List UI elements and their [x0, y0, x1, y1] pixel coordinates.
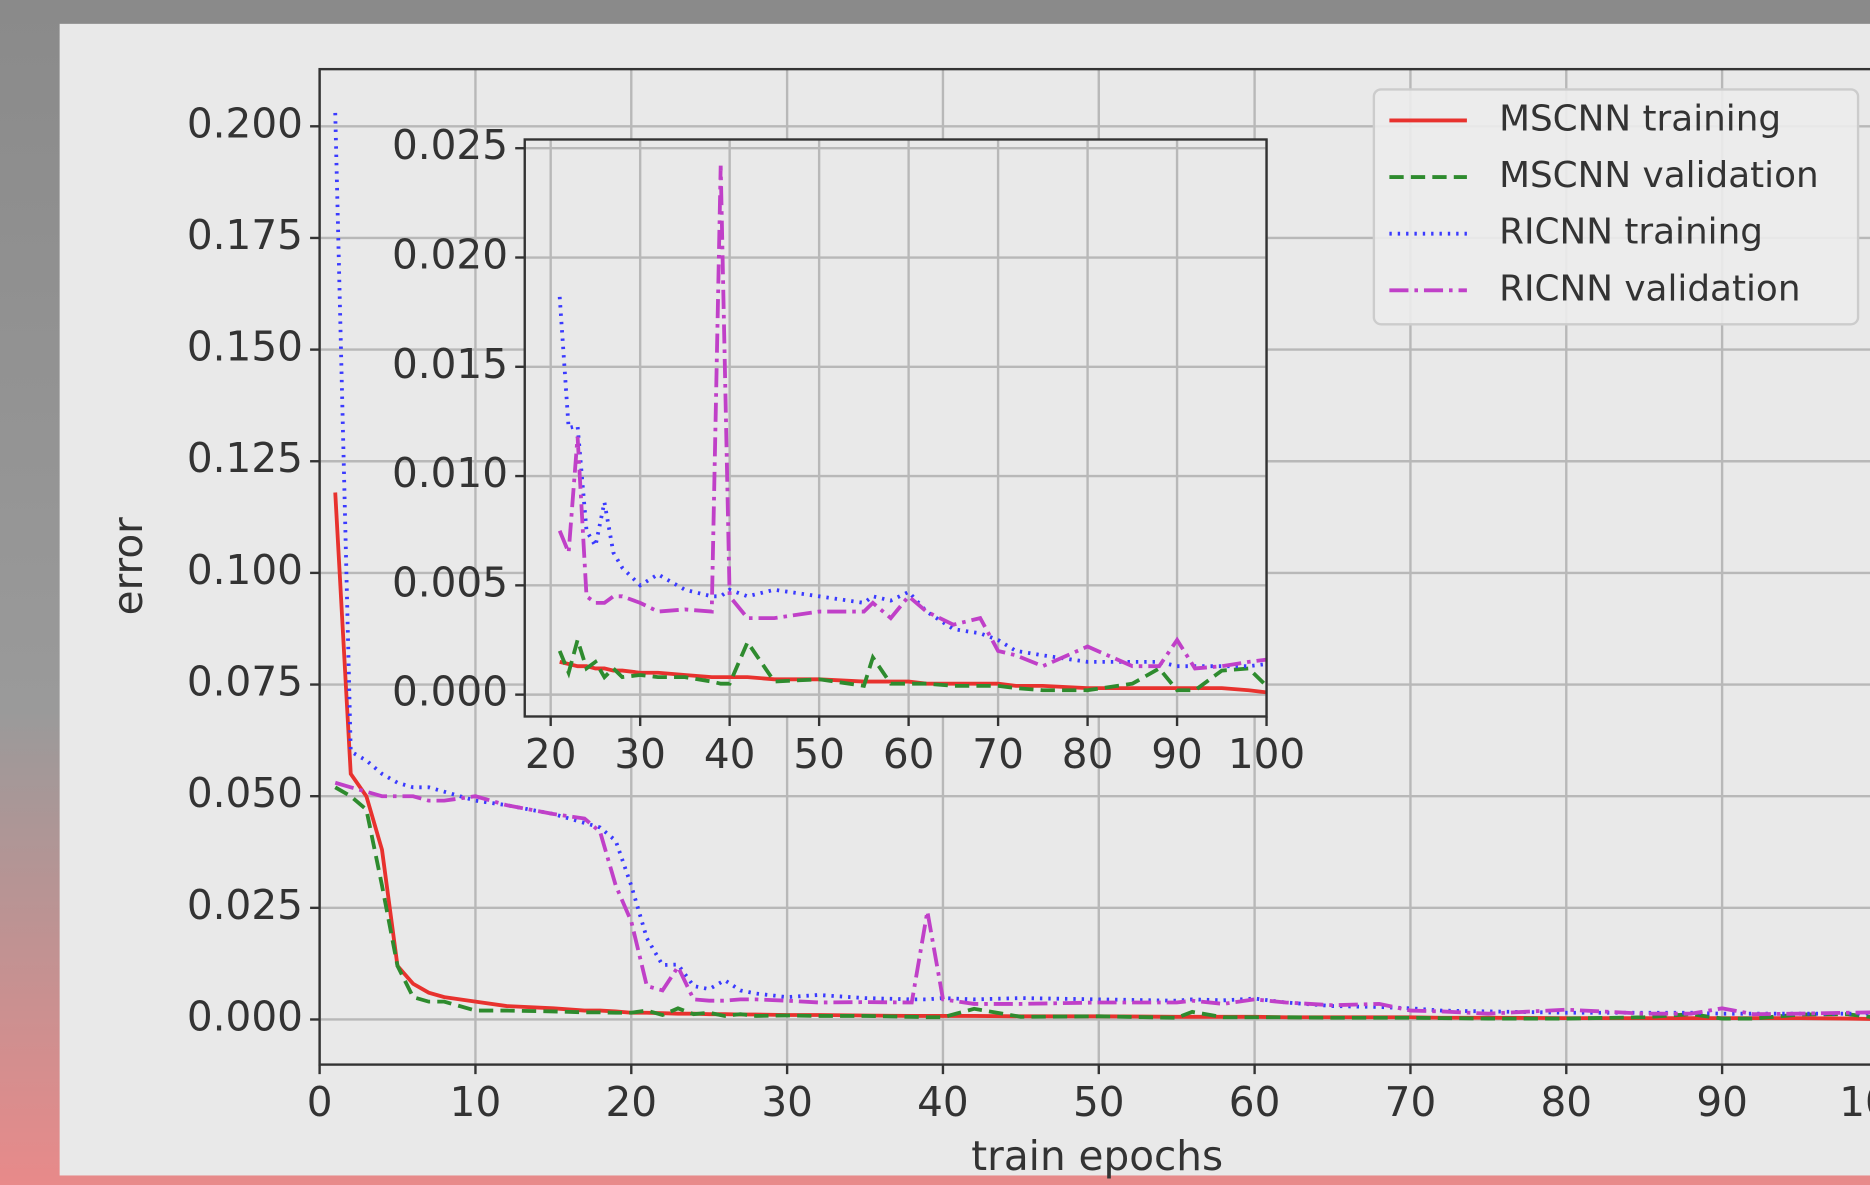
y-axis-label: error — [104, 517, 152, 615]
y-tick-label: 0.025 — [392, 121, 508, 169]
x-tick-label: 50 — [1073, 1078, 1125, 1126]
series-line — [333, 112, 1870, 1016]
y-tick-label: 0.050 — [187, 769, 303, 817]
x-tick-label: 80 — [1540, 1078, 1592, 1126]
legend-label: MSCNN validation — [1499, 155, 1819, 196]
series-line — [334, 780, 1870, 1017]
x-tick-label: 60 — [883, 730, 935, 778]
axes-frame — [523, 138, 1268, 718]
y-tick-label: 0.075 — [187, 658, 303, 706]
legend-label: RICNN training — [1499, 212, 1763, 253]
y-tick-label: 0.000 — [187, 992, 303, 1040]
series-line — [334, 785, 1870, 1021]
series-line — [557, 633, 1267, 693]
y-tick-label: 0.175 — [187, 211, 303, 259]
y-tick-label: 0.125 — [187, 434, 303, 482]
x-tick-label: 50 — [793, 730, 845, 778]
x-tick-label: 20 — [525, 730, 577, 778]
x-tick-label: 30 — [614, 730, 666, 778]
y-tick-label: 0.010 — [392, 449, 508, 497]
y-tick-label: 0.200 — [187, 99, 303, 147]
series-line — [557, 165, 1267, 671]
y-tick-label: 0.020 — [392, 231, 508, 279]
x-tick-label: 90 — [1696, 1078, 1748, 1126]
x-tick-label: 30 — [761, 1078, 813, 1126]
plot-area — [524, 139, 1267, 717]
y-tick-label: 0.005 — [392, 558, 508, 606]
legend: MSCNN training MSCNN validation RICNN trai… — [1372, 88, 1860, 326]
legend-label: MSCNN training — [1499, 98, 1781, 139]
x-tick-label: 40 — [917, 1078, 969, 1126]
y-tick-label: 0.025 — [187, 881, 303, 929]
x-tick-label: 90 — [1151, 730, 1203, 778]
legend-label: RICNN validation — [1499, 268, 1800, 309]
x-tick-label: 60 — [1229, 1078, 1281, 1126]
x-tick-label: 100 — [1228, 730, 1305, 778]
legend-box — [1372, 88, 1860, 326]
x-tick-label: 0 — [307, 1078, 333, 1126]
x-tick-label: 70 — [1385, 1078, 1437, 1126]
x-tick-label: 20 — [605, 1078, 657, 1126]
x-tick-label: 100 — [1839, 1078, 1870, 1126]
x-tick-label: 80 — [1062, 730, 1114, 778]
x-tick-label: 10 — [450, 1078, 502, 1126]
series-line — [557, 296, 1267, 669]
x-axis-label: train epochs — [971, 1132, 1223, 1180]
y-tick-label: 0.100 — [187, 546, 303, 594]
y-tick-label: 0.000 — [392, 668, 508, 716]
x-tick-label: 70 — [972, 730, 1024, 778]
y-tick-label: 0.015 — [392, 340, 508, 388]
series-group — [333, 112, 1870, 1021]
plot-1: 20 30 40 50 60 70 80 90 100 0.000 0.005 0.010 0.015 0… — [392, 121, 1305, 778]
series-group — [557, 165, 1267, 695]
x-tick-label: 40 — [704, 730, 756, 778]
axes-frame — [318, 67, 1870, 1066]
y-tick-label: 0.150 — [187, 323, 303, 371]
